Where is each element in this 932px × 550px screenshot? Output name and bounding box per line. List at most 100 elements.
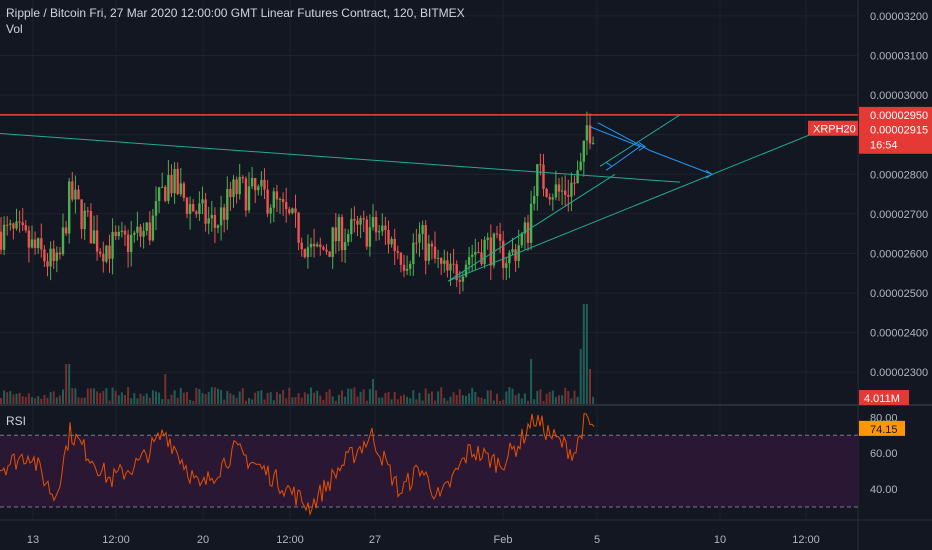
volume-bar (18, 392, 21, 404)
rsi-current-tag (859, 420, 905, 436)
volume-bar (573, 390, 576, 404)
candle-body (427, 243, 430, 261)
candle-body (235, 179, 238, 195)
candle-body (139, 226, 142, 237)
volume-bar (108, 400, 111, 404)
candle-body (9, 223, 12, 225)
candle-body (461, 276, 465, 282)
candle-body (226, 189, 229, 220)
volume-bar (378, 397, 381, 404)
candle-body (312, 243, 316, 247)
candle-body (58, 252, 62, 255)
volume-bar (390, 399, 393, 404)
candle-body (288, 209, 291, 214)
volume-bar (189, 399, 192, 404)
price-tick-label: 0.00003000 (870, 90, 928, 102)
candle-body (198, 203, 201, 215)
chart-title: Ripple / Bitcoin Fri, 27 Mar 2020 12:00:… (6, 6, 465, 20)
candle-body (464, 264, 468, 277)
candle-body (157, 187, 161, 202)
candle-body (223, 207, 226, 220)
volume-bar (341, 390, 343, 404)
volume-label: Vol (6, 22, 23, 36)
candle-body (452, 263, 455, 265)
candle-body (557, 184, 561, 192)
volume-bar (508, 387, 511, 404)
candle-body (350, 219, 353, 235)
candle-body (142, 230, 145, 237)
volume-bar (486, 390, 489, 404)
candle-body (526, 222, 530, 243)
candle-body (52, 248, 55, 261)
candle-body (343, 241, 347, 251)
volume-bar (313, 392, 316, 404)
candle-body (554, 184, 558, 198)
volume-bars (0, 304, 595, 404)
candle-body (415, 242, 418, 244)
candle-body (421, 225, 424, 234)
volume-bar (244, 400, 247, 404)
volume-bar (195, 388, 198, 404)
candle-body (378, 231, 381, 233)
candle-body (393, 238, 396, 252)
volume-bar (241, 388, 244, 404)
volume-bar (229, 393, 232, 404)
volume-bar (179, 388, 182, 404)
volume-bar (291, 397, 294, 404)
candle-body (365, 219, 368, 247)
volume-bar (186, 391, 188, 404)
candle-body (306, 247, 310, 258)
candle-body (173, 168, 176, 194)
volume-bar (492, 400, 495, 404)
volume-bar (452, 392, 455, 404)
volume-bar (303, 392, 306, 404)
candle-body (148, 222, 151, 241)
volume-bar (387, 392, 390, 404)
candle-body (570, 182, 573, 197)
candle-body (275, 191, 279, 200)
candle-body (68, 181, 71, 234)
drawings[interactable] (0, 114, 858, 282)
candle-body (269, 207, 272, 214)
candle-body (21, 222, 24, 226)
volume-bar (226, 391, 229, 404)
candle-body (508, 252, 511, 264)
candle-body (489, 237, 492, 266)
volume-bar (523, 393, 526, 404)
volume-bar (99, 393, 102, 404)
volume-bar (235, 397, 238, 404)
candle-body (120, 230, 124, 232)
axes: 0.000032000.000031000.000030000.00002900… (27, 11, 932, 546)
volume-bar (93, 388, 95, 404)
volume-bar (489, 390, 492, 404)
volume-bar (353, 387, 356, 404)
projection-arrowhead (705, 169, 713, 179)
candle-body (278, 199, 282, 201)
candle-body (433, 246, 437, 259)
candle-body (322, 247, 325, 250)
support-trendline-steep (447, 173, 616, 282)
rsi-current-label: 74.15 (870, 424, 898, 436)
candle-body (371, 216, 375, 228)
rsi-series (0, 413, 595, 517)
volume-bar (217, 388, 219, 404)
volume-bar (362, 389, 365, 404)
candle-body (539, 164, 542, 166)
candle-body (40, 238, 43, 250)
rsi-label: RSI (6, 414, 27, 428)
volume-bar (415, 399, 418, 404)
candle-body (474, 251, 477, 255)
candle-body (123, 230, 127, 235)
volume-bar (58, 395, 61, 404)
last-price-tag (859, 121, 932, 154)
candle-body (77, 189, 80, 200)
candle-body (232, 179, 235, 198)
candle-body (151, 215, 155, 241)
volume-bar (458, 389, 461, 404)
candle-body (548, 196, 551, 200)
volume-bar (80, 397, 83, 404)
volume-bar (12, 394, 15, 404)
volume-bar (102, 391, 105, 404)
candle-body (340, 217, 344, 251)
